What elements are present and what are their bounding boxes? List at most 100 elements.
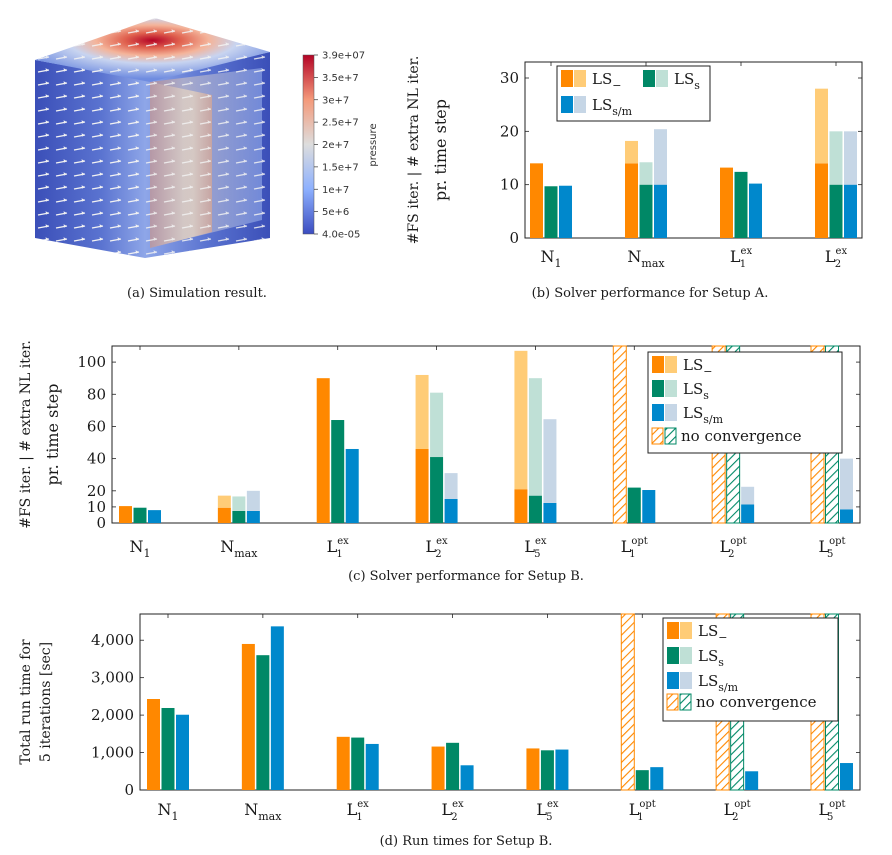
x-category-label-base: L — [629, 800, 640, 819]
y-tick-label: 10 — [500, 176, 519, 194]
x-category-label-sub: 1 — [740, 259, 746, 270]
y-tick-label: 3,000 — [91, 669, 134, 687]
legend-label-ls_sm-base: LS — [683, 404, 703, 422]
plot-frame — [524, 61, 863, 239]
legend-swatch-ls_s — [643, 70, 655, 87]
x-category-label-sub: max — [641, 257, 665, 270]
x-category-label-sup: ex — [357, 799, 369, 810]
bar-extra-ls_sm — [741, 486, 755, 505]
bar-ls_s — [544, 186, 558, 238]
bar-ls_s — [639, 184, 653, 238]
x-category-label-base: N — [627, 247, 641, 266]
legend-label-ls_s-sub: s — [694, 79, 700, 92]
x-category-label: Lopt 5 — [818, 799, 845, 823]
x-category-label-base: L — [524, 537, 535, 556]
legend-swatch-nc-green — [664, 427, 677, 445]
bar-extra-ls_s — [528, 378, 542, 496]
legend-label-ls_s-base: LS — [674, 70, 694, 88]
x-category-label-base: L — [425, 537, 436, 556]
x-category-label: Lex 2 — [425, 536, 448, 560]
x-category-label-sup: opt — [631, 536, 647, 547]
x-category-label-base: L — [621, 537, 632, 556]
colorbar-tick-label: 3e+7 — [322, 95, 349, 106]
legend-label-no-convergence: no convergence — [681, 427, 802, 445]
bar-ls_sm — [460, 765, 474, 790]
bar-ls_s — [133, 507, 147, 523]
legend-swatch-extra-ls_sm — [665, 404, 677, 421]
colorbar-ticks: 3.9e+07 3.5e+7 3e+7 2.5e+7 2e+7 1.5e+7 1e+7 5e+… — [314, 51, 365, 241]
legend-swatch-ls_minus — [652, 356, 664, 373]
bar-ls_minus — [514, 489, 528, 523]
legend-label-ls_sm: LSs/m — [592, 96, 633, 118]
legend-label-ls_sm: LSs/m — [683, 404, 724, 426]
legend-label-ls_s: LSs — [683, 380, 709, 402]
bar-extra-ls_sm — [844, 131, 857, 185]
bar-extra-ls_s — [430, 392, 444, 458]
bar-ls_sm — [148, 510, 161, 523]
x-category-label-base: N — [220, 537, 234, 556]
x-category-label-base: L — [818, 800, 829, 819]
legend-swatch-extra-ls_sm — [680, 672, 692, 689]
legend-label-ls_s-base: LS — [698, 647, 718, 665]
x-category-label-sup: opt — [829, 799, 845, 810]
legend-swatch-extra-ls_s — [656, 70, 668, 87]
bar-ls_sm — [365, 743, 379, 790]
y-tick-label: 10 — [87, 498, 106, 516]
x-category-label-sup: ex — [535, 536, 547, 547]
x-category-label: Nmax — [627, 247, 665, 270]
x-category-label: Lopt 1 — [629, 799, 656, 823]
legend-label-ls_minus-sub: − — [703, 365, 712, 378]
x-category-label-sub: 5 — [827, 549, 833, 560]
legend-label-ls_s-base: LS — [683, 380, 703, 398]
bar-extra-ls_s — [829, 131, 843, 185]
x-category-label: Lex 2 — [441, 799, 464, 823]
legend-swatch-extra-ls_sm — [574, 96, 586, 113]
legend-swatch-ls_s — [667, 647, 679, 664]
colorbar-tick-label: 1.5e+7 — [322, 162, 359, 173]
x-category-label: Lex 1 — [730, 246, 753, 270]
bar-no-convergence — [620, 613, 635, 791]
x-category-label-sup: opt — [730, 536, 746, 547]
colorbar-tick-label: 3.9e+07 — [322, 51, 365, 62]
x-category-label: Lex 1 — [327, 536, 350, 560]
legend-label-no-convergence: no convergence — [696, 693, 817, 711]
legend-swatch-ls_sm — [667, 672, 679, 689]
x-category-label: N1 — [541, 247, 562, 270]
bar-extra-ls_sm — [840, 458, 853, 510]
y-tick-label: 0 — [96, 514, 106, 532]
velocity-arrows-left — [35, 60, 145, 258]
legend-swatch-nc-green — [679, 693, 692, 711]
velocity-arrows-right — [145, 52, 270, 258]
legend-swatch-extra-ls_minus — [680, 622, 692, 639]
x-category-label-base: L — [347, 800, 358, 819]
x-category-label: Lopt 1 — [621, 536, 648, 560]
bar-ls_sm — [844, 184, 857, 238]
x-category-label-sub: 1 — [629, 549, 635, 560]
bar-ls_minus — [625, 163, 638, 238]
y-tick-label: 60 — [87, 417, 106, 435]
bar-extra-ls_sm — [246, 490, 260, 511]
legend-label-ls_minus-sub: − — [612, 79, 621, 92]
x-category-label: N1 — [130, 537, 151, 560]
y-tick-label: 0 — [124, 781, 134, 799]
caption-d: (d) Run times for Setup B. — [380, 834, 553, 849]
bar-ls_minus — [217, 507, 231, 523]
x-category-label-base: L — [825, 247, 836, 266]
colorbar — [302, 54, 315, 235]
x-category-label-sub: 1 — [172, 810, 179, 823]
x-category-label: Lex 2 — [825, 246, 848, 270]
bar-extra-ls_minus — [217, 495, 231, 508]
bar-ls_sm — [246, 510, 260, 523]
x-category-label-sub: 2 — [732, 812, 738, 823]
x-category-label-base: N — [130, 537, 144, 556]
colorbar-title: pressure — [368, 123, 379, 166]
bar-ls_s — [232, 510, 246, 523]
bar-ls_sm — [642, 490, 656, 523]
y-tick-label: 1,000 — [91, 744, 134, 762]
legend-swatch-nc-orange — [651, 427, 664, 445]
x-category-label-sup: ex — [836, 246, 848, 257]
legend-swatch-extra-ls_s — [665, 380, 677, 397]
plot-frame — [111, 345, 861, 524]
